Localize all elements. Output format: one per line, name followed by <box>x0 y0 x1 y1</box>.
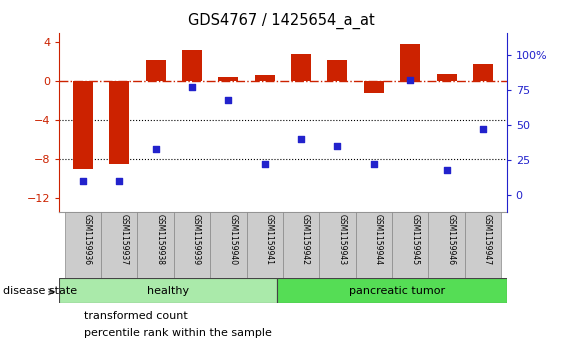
Text: GSM1159945: GSM1159945 <box>410 214 419 265</box>
Point <box>151 146 160 152</box>
Point <box>78 178 87 184</box>
Bar <box>254 76 275 81</box>
Text: GSM1159937: GSM1159937 <box>119 214 128 265</box>
Bar <box>437 74 457 81</box>
Text: transformed count: transformed count <box>84 311 188 321</box>
Bar <box>283 212 319 278</box>
Text: GSM1159936: GSM1159936 <box>83 214 92 265</box>
Bar <box>428 212 465 278</box>
Text: percentile rank within the sample: percentile rank within the sample <box>84 328 272 338</box>
Point <box>406 77 415 83</box>
Bar <box>137 212 174 278</box>
Bar <box>101 212 137 278</box>
Bar <box>473 64 493 81</box>
Text: GSM1159942: GSM1159942 <box>301 214 310 265</box>
Point <box>442 167 451 173</box>
Text: GSM1159946: GSM1159946 <box>446 214 455 265</box>
Point <box>115 178 124 184</box>
Text: GDS4767 / 1425654_a_at: GDS4767 / 1425654_a_at <box>188 13 375 29</box>
Point <box>333 143 342 149</box>
Bar <box>73 81 93 169</box>
Bar <box>319 212 356 278</box>
Text: GSM1159947: GSM1159947 <box>483 214 492 265</box>
Bar <box>210 212 247 278</box>
Text: GSM1159938: GSM1159938 <box>155 214 164 265</box>
Bar <box>182 50 202 81</box>
Bar <box>291 54 311 81</box>
Point <box>187 84 196 90</box>
Bar <box>400 44 420 81</box>
Text: GSM1159941: GSM1159941 <box>265 214 274 265</box>
Bar <box>218 77 238 81</box>
Point <box>260 161 269 167</box>
Bar <box>247 212 283 278</box>
Bar <box>278 278 507 303</box>
Bar <box>364 81 384 93</box>
Point <box>369 161 378 167</box>
Bar <box>109 81 129 164</box>
Text: GSM1159939: GSM1159939 <box>192 214 201 265</box>
Bar <box>146 60 166 81</box>
Text: healthy: healthy <box>147 286 189 296</box>
Bar <box>65 212 101 278</box>
Text: GSM1159940: GSM1159940 <box>229 214 238 265</box>
Bar <box>174 212 210 278</box>
Bar <box>59 278 278 303</box>
Bar <box>356 212 392 278</box>
Text: disease state: disease state <box>3 286 77 296</box>
Bar <box>328 60 347 81</box>
Bar <box>465 212 501 278</box>
Point <box>224 97 233 102</box>
Point <box>297 136 306 142</box>
Text: GSM1159943: GSM1159943 <box>337 214 346 265</box>
Text: GSM1159944: GSM1159944 <box>374 214 383 265</box>
Bar <box>392 212 428 278</box>
Text: pancreatic tumor: pancreatic tumor <box>350 286 445 296</box>
Point <box>479 126 488 132</box>
